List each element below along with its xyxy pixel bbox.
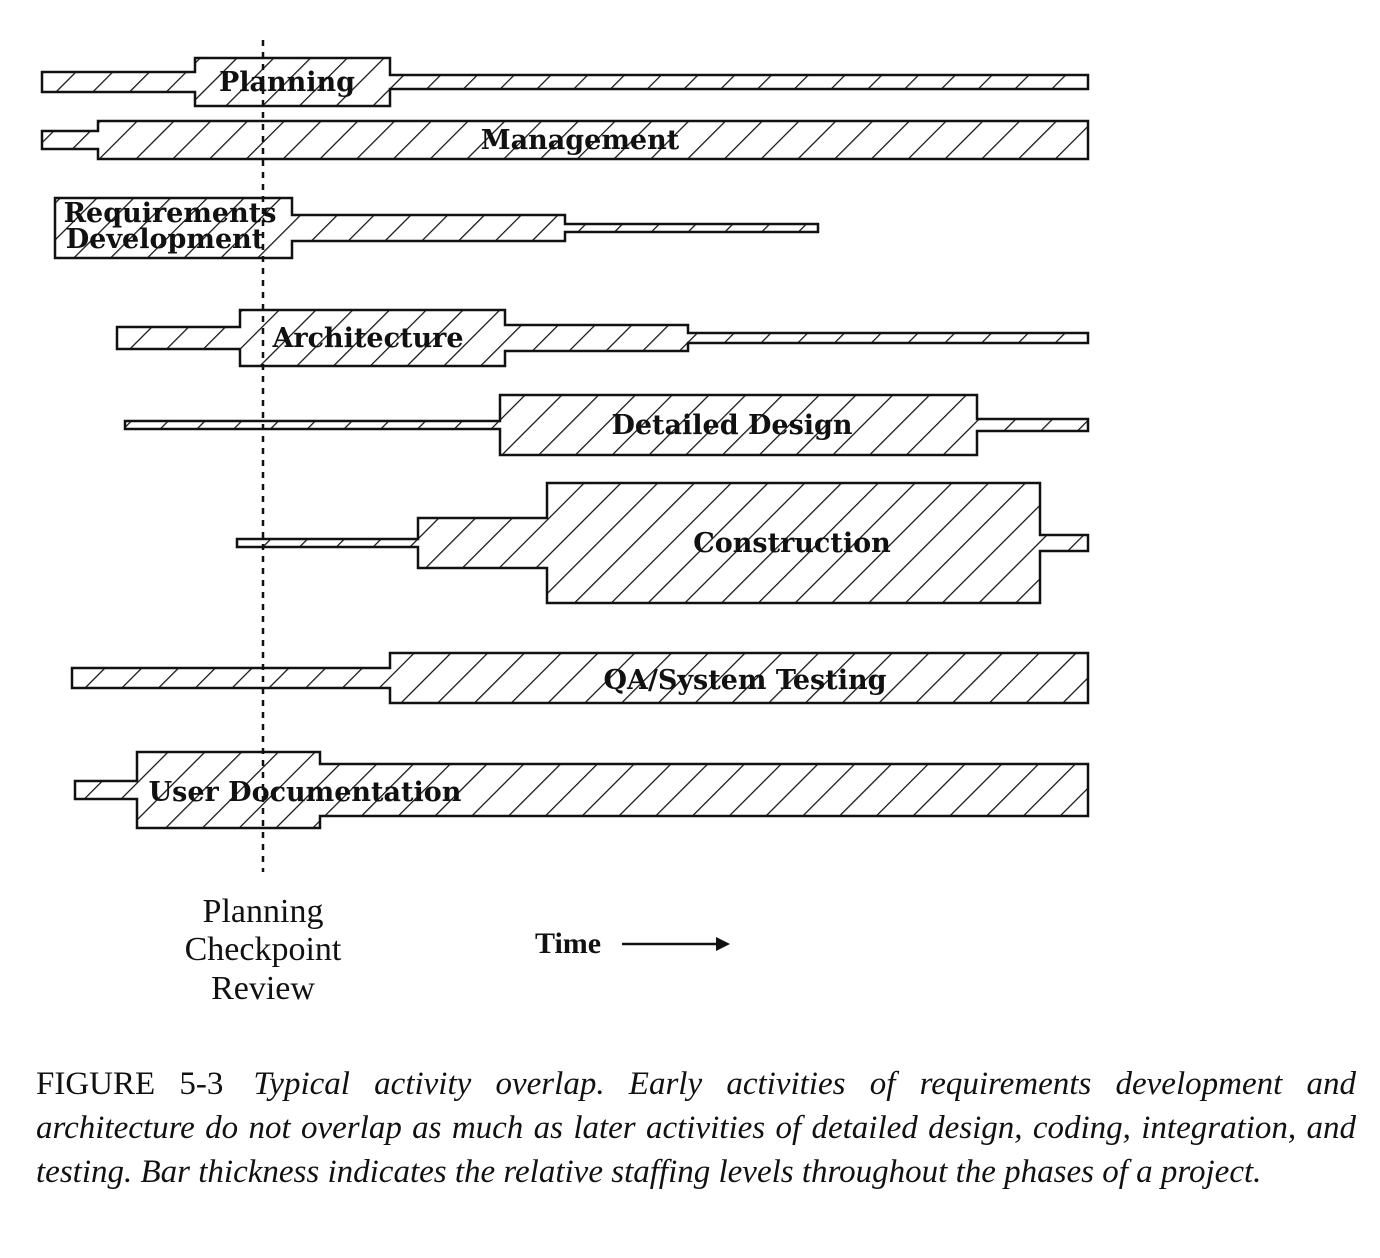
figure-number: FIGURE 5-3 [36,1066,224,1102]
planning-checkpoint-label: Planning Checkpoint Review [185,893,342,1007]
activity-bar-planning [40,56,1090,108]
activity-label-construction: Construction [693,528,891,559]
activity-bar-qa-system-testing [70,651,1090,705]
activity-bar-detailed-design [123,393,1090,457]
activity-label-user-documentation: User Documentation [149,777,462,808]
figure-caption: FIGURE 5-3 Typical activity overlap. Earl… [36,1062,1356,1194]
activity-label-architecture: Architecture [271,323,463,354]
time-label: Time [535,927,601,960]
activity-label-detailed-design: Detailed Design [611,410,852,441]
checkpoint-line-3: Review [211,970,315,1007]
activity-bar-user-documentation [73,750,1090,830]
checkpoint-line-2: Checkpoint [185,931,342,968]
activity-label-development: Development [66,224,265,255]
activity-label-requirements: Requirements [64,198,277,229]
activity-label-management: Management [481,125,680,156]
activity-label-qa-system-testing: QA/System Testing [604,665,887,696]
activity-bar-architecture [115,308,1090,368]
time-arrow-icon [622,937,730,951]
activity-label-planning: Planning [219,67,355,98]
activity-bar-construction [235,481,1090,605]
activity-bar-management [40,119,1090,161]
activity-bar-requirements-development [53,196,820,260]
caption-text: Typical activity overlap. Early activiti… [36,1066,1356,1190]
checkpoint-line-1: Planning [203,893,324,930]
activity-overlap-diagram: Planning Management Requirements Develop… [40,40,1090,1007]
